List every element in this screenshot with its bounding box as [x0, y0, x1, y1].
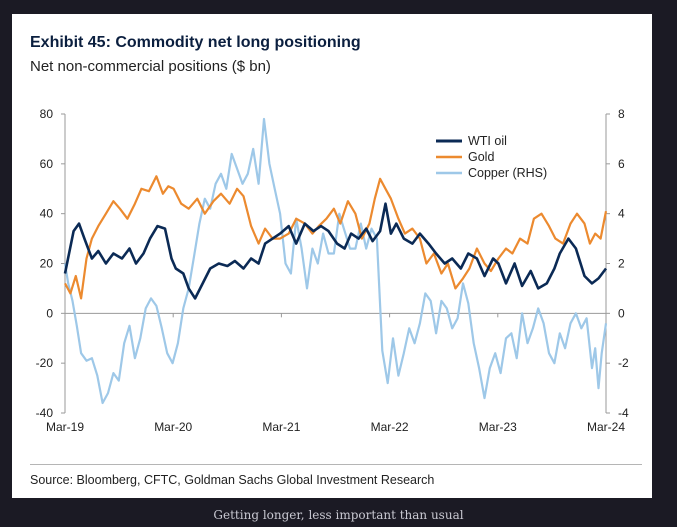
x-tick-label: Mar-20 — [154, 420, 192, 434]
image-caption: Getting longer, less important than usua… — [213, 508, 464, 522]
left-tick-label: 60 — [40, 157, 54, 171]
right-tick-label: 8 — [618, 107, 625, 121]
legend: WTI oil Gold Copper (RHS) — [436, 134, 547, 180]
right-tick-label: 0 — [618, 306, 625, 320]
legend-label: Copper (RHS) — [468, 166, 547, 180]
source-note: Source: Bloomberg, CFTC, Goldman Sachs G… — [30, 473, 435, 487]
right-tick-label: 4 — [618, 207, 625, 221]
series-line-gold — [64, 175, 608, 300]
x-tick-label: Mar-24 — [587, 420, 625, 434]
x-tick-label: Mar-23 — [479, 420, 517, 434]
x-tick-label: Mar-19 — [46, 420, 84, 434]
left-tick-label: 80 — [40, 107, 54, 121]
left-tick-label: -20 — [36, 356, 54, 370]
right-tick-label: 6 — [618, 157, 625, 171]
source-divider — [30, 464, 642, 465]
left-tick-label: 40 — [40, 207, 54, 221]
chart-title: Exhibit 45: Commodity net long positioni… — [30, 34, 361, 51]
series-line-copper-rhs — [63, 117, 608, 405]
series-lines — [63, 117, 608, 405]
chart-subtitle: Net non-commercial positions ($ bn) — [30, 58, 271, 75]
exhibit-card: Exhibit 45: Commodity net long positioni… — [12, 14, 652, 498]
x-axis: Mar-19 Mar-20 Mar-21 Mar-22 Mar-23 Mar-24 — [46, 312, 625, 434]
legend-label: WTI oil — [468, 134, 507, 148]
left-tick-label: 20 — [40, 257, 54, 271]
x-tick-label: Mar-21 — [262, 420, 300, 434]
right-tick-label: -4 — [618, 406, 629, 420]
right-tick-label: 2 — [618, 257, 625, 271]
legend-label: Gold — [468, 150, 494, 164]
left-y-axis: 80 60 40 20 0 -20 -40 — [36, 107, 66, 420]
x-tick-label: Mar-22 — [371, 420, 409, 434]
right-tick-label: -2 — [618, 356, 629, 370]
series-line-wti-oil — [63, 202, 608, 300]
right-y-axis: 8 6 4 2 0 -2 -4 — [605, 107, 629, 420]
left-tick-label: 0 — [46, 306, 53, 320]
left-tick-label: -40 — [36, 406, 54, 420]
